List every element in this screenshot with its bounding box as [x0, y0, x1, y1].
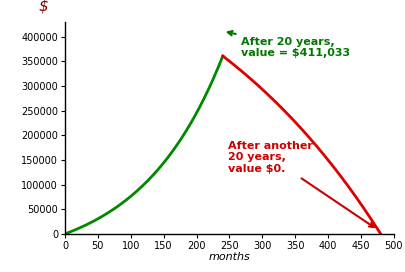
Text: After another
20 years,
value $0.: After another 20 years, value $0.	[228, 141, 373, 227]
Text: After 20 years,
value = $411,033: After 20 years, value = $411,033	[227, 31, 350, 58]
X-axis label: months: months	[208, 252, 249, 262]
Text: $: $	[38, 0, 48, 13]
